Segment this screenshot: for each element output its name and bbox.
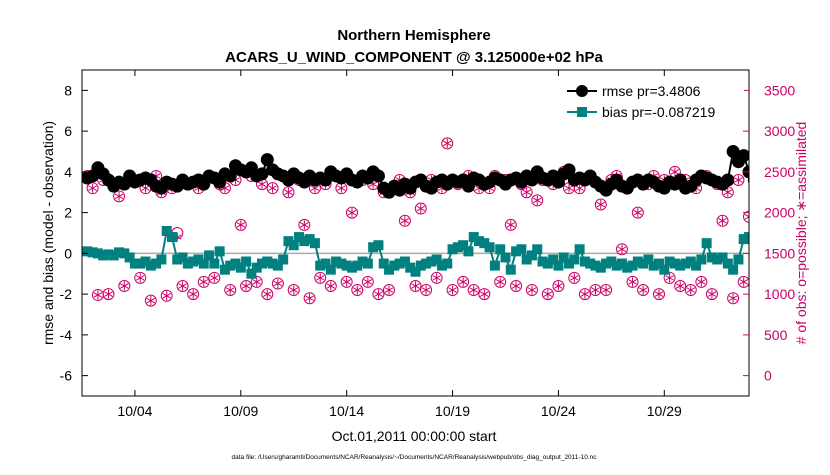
x-tick-label: 10/29 [647, 403, 682, 419]
y-left-tick-label: 2 [64, 205, 72, 221]
bias-point [728, 265, 738, 275]
bias-point [490, 261, 500, 271]
bias-point [310, 238, 320, 248]
y-left-tick-label: 4 [64, 164, 72, 180]
y-right-tick-label: 3000 [764, 123, 795, 139]
x-axis-label: Oct.01,2011 00:00:00 start [332, 428, 497, 444]
bias-point [532, 244, 542, 254]
x-tick-label: 10/09 [223, 403, 258, 419]
rmse-point [721, 174, 734, 187]
x-tick-label: 10/14 [329, 403, 364, 419]
bias-point [516, 244, 526, 254]
bias-point [209, 259, 219, 269]
y-left-tick-label: 6 [64, 123, 72, 139]
bias-point [241, 257, 251, 267]
bias-point [373, 240, 383, 250]
y-right-tick-label: 0 [764, 368, 772, 384]
y-left-tick-label: -4 [60, 327, 73, 343]
y-right-tick-label: 2000 [764, 205, 795, 221]
bias-point [702, 238, 712, 248]
bias-point [485, 242, 495, 252]
bias-point [575, 244, 585, 254]
bias-point [156, 254, 166, 264]
chart-title-line2: ACARS_U_WIND_COMPONENT @ 3.125000e+02 hP… [225, 49, 603, 66]
legend-rmse-marker [576, 85, 588, 97]
y-right-tick-label: 1500 [764, 245, 795, 261]
x-tick-label: 10/24 [541, 403, 576, 419]
bias-point [363, 259, 373, 269]
y-right-tick-label: 2500 [764, 164, 795, 180]
bias-point [733, 254, 743, 264]
chart-title-line1: Northern Hemisphere [337, 27, 490, 44]
bias-point [167, 232, 177, 242]
bias-point [463, 246, 473, 256]
bias-point [506, 265, 516, 275]
legend: rmse pr=3.4806 bias pr=-0.087219 [566, 77, 744, 124]
x-tick-label: 10/19 [435, 403, 470, 419]
bias-point [442, 259, 452, 269]
bias-point [278, 254, 288, 264]
rmse-point [372, 169, 385, 182]
y-right-tick-label: 3500 [764, 82, 795, 98]
footnote: data file: /Users/gharamti/Documents/NCA… [232, 454, 598, 461]
rmse-point [737, 149, 750, 162]
bias-point [696, 254, 706, 264]
bias-point [215, 246, 225, 256]
y-left-tick-label: -6 [60, 368, 73, 384]
bias-point [569, 254, 579, 264]
y-left-tick-label: 0 [64, 245, 72, 261]
bias-point [500, 252, 510, 262]
legend-bias-label: bias pr=-0.087219 [602, 104, 715, 120]
y-axis-right-label: # of obs: o=possible; ∗=assimilated [793, 122, 809, 345]
legend-bias-marker [577, 107, 587, 117]
y-left-tick-label: 8 [64, 82, 72, 98]
legend-rmse-label: rmse pr=3.4806 [602, 83, 701, 99]
y-left-tick-label: -2 [60, 286, 73, 302]
x-tick-label: 10/04 [117, 403, 152, 419]
y-right-tick-label: 500 [764, 327, 788, 343]
y-axis-left-label: rmse and bias (model - observation) [40, 121, 56, 345]
y-right-tick-label: 1000 [764, 286, 795, 302]
